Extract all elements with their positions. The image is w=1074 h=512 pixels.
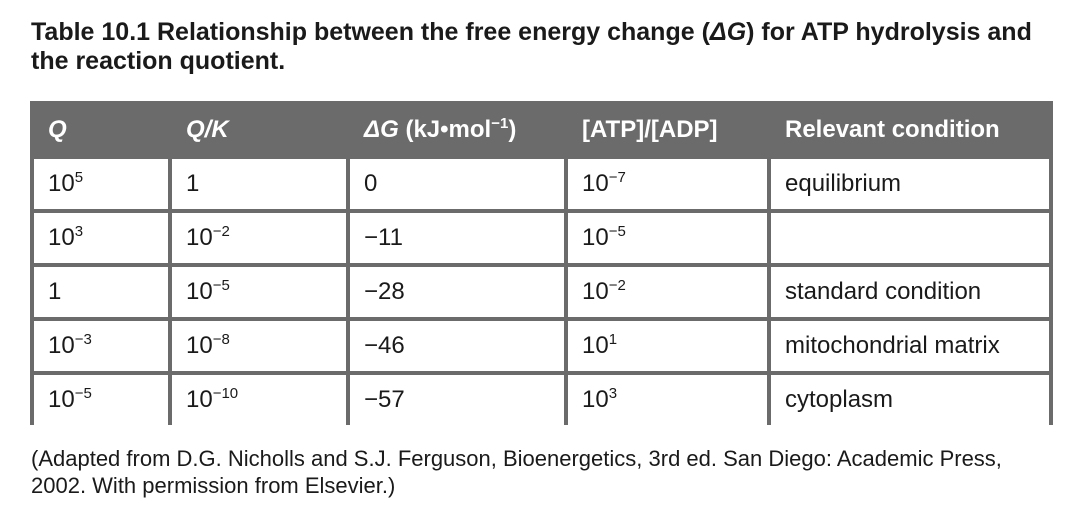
header-q-over-k-label: Q/K bbox=[186, 116, 229, 143]
cell-exponent: 3 bbox=[74, 223, 84, 240]
cell-value: 10 bbox=[582, 332, 609, 359]
data-table-frame: Q Q/K ΔG (kJ•mol−1) [ATP]/[ADP] Relevant… bbox=[30, 101, 1053, 425]
cell-value: cytoplasm bbox=[785, 386, 894, 413]
cell-exponent: −5 bbox=[212, 277, 230, 294]
cell-value: 0 bbox=[364, 170, 378, 197]
cell-exponent: −8 bbox=[212, 331, 230, 348]
cell-value: 10 bbox=[582, 386, 609, 413]
cell-q: 105 bbox=[34, 159, 168, 209]
header-relevant-condition: Relevant condition bbox=[771, 105, 1049, 155]
cell-atp-adp: 10−2 bbox=[568, 267, 767, 317]
cell-value: 10 bbox=[582, 170, 609, 197]
cell-q-over-k: 10−5 bbox=[172, 267, 346, 317]
cell-relevant-condition: equilibrium bbox=[771, 159, 1049, 209]
cell-relevant-condition: mitochondrial matrix bbox=[771, 321, 1049, 371]
header-relevant-condition-label: Relevant condition bbox=[785, 116, 1000, 143]
cell-delta-g: −11 bbox=[350, 213, 564, 263]
cell-q-over-k: 10−8 bbox=[172, 321, 346, 371]
cell-value: 1 bbox=[48, 278, 62, 305]
cell-value: −11 bbox=[364, 224, 403, 251]
header-atp-adp: [ATP]/[ADP] bbox=[568, 105, 767, 155]
cell-exponent: −10 bbox=[212, 385, 239, 402]
cell-value: 10 bbox=[48, 386, 75, 413]
cell-delta-g: −46 bbox=[350, 321, 564, 371]
cell-q-over-k: 1 bbox=[172, 159, 346, 209]
cell-q: 103 bbox=[34, 213, 168, 263]
header-delta-g-unit: (kJ•mol bbox=[398, 116, 492, 143]
cell-delta-g: 0 bbox=[350, 159, 564, 209]
cell-exponent: −5 bbox=[608, 223, 626, 240]
header-q-over-k: Q/K bbox=[172, 105, 346, 155]
data-table: Q Q/K ΔG (kJ•mol−1) [ATP]/[ADP] Relevant… bbox=[30, 101, 1053, 429]
table-row: 103 10−2 −11 10−5 bbox=[34, 213, 1049, 263]
header-row: Q Q/K ΔG (kJ•mol−1) [ATP]/[ADP] Relevant… bbox=[34, 105, 1049, 155]
cell-relevant-condition bbox=[771, 213, 1049, 263]
cell-value: 10 bbox=[186, 278, 213, 305]
header-delta-g: ΔG (kJ•mol−1) bbox=[350, 105, 564, 155]
cell-value: −28 bbox=[364, 278, 405, 305]
cell-exponent: −7 bbox=[608, 169, 626, 186]
cell-value: 10 bbox=[186, 386, 213, 413]
cell-value: 10 bbox=[48, 224, 75, 251]
caption-text-start: Table 10.1 Relationship between the free… bbox=[31, 18, 710, 46]
cell-value: mitochondrial matrix bbox=[785, 332, 1000, 359]
caption-text-end: ) for ATP hydrolysis and the reaction qu… bbox=[31, 18, 1032, 75]
cell-exponent: −3 bbox=[74, 331, 92, 348]
cell-atp-adp: 10−7 bbox=[568, 159, 767, 209]
cell-value: 10 bbox=[48, 332, 75, 359]
table-row: 105 1 0 10−7 equilibrium bbox=[34, 159, 1049, 209]
cell-q-over-k: 10−10 bbox=[172, 375, 346, 425]
cell-q: 10−3 bbox=[34, 321, 168, 371]
cell-atp-adp: 101 bbox=[568, 321, 767, 371]
cell-value: −46 bbox=[364, 332, 405, 359]
cell-exponent: −5 bbox=[74, 385, 92, 402]
table-caption: Table 10.1 Relationship between the free… bbox=[31, 18, 1051, 76]
cell-atp-adp: 103 bbox=[568, 375, 767, 425]
cell-q: 1 bbox=[34, 267, 168, 317]
cell-value: −57 bbox=[364, 386, 405, 413]
cell-value: 10 bbox=[186, 332, 213, 359]
header-delta-g-close: ) bbox=[508, 116, 517, 143]
cell-exponent: 1 bbox=[608, 331, 618, 348]
cell-atp-adp: 10−5 bbox=[568, 213, 767, 263]
source-note: (Adapted from D.G. Nicholls and S.J. Fer… bbox=[31, 446, 1002, 498]
cell-value: equilibrium bbox=[785, 170, 902, 197]
table-row: 10−5 10−10 −57 103 cytoplasm bbox=[34, 375, 1049, 425]
header-q-label: Q bbox=[48, 116, 67, 143]
cell-value: standard condition bbox=[785, 278, 982, 305]
table-row: 1 10−5 −28 10−2 standard condition bbox=[34, 267, 1049, 317]
cell-exponent: 5 bbox=[74, 169, 84, 186]
header-delta-g-symbol: ΔG bbox=[364, 116, 399, 143]
header-q: Q bbox=[34, 105, 168, 155]
cell-exponent: −2 bbox=[212, 223, 230, 240]
cell-relevant-condition: cytoplasm bbox=[771, 375, 1049, 425]
cell-value: 10 bbox=[582, 278, 609, 305]
header-delta-g-unit-exp: −1 bbox=[491, 115, 509, 132]
cell-delta-g: −57 bbox=[350, 375, 564, 425]
cell-q: 10−5 bbox=[34, 375, 168, 425]
cell-value: 10 bbox=[582, 224, 609, 251]
header-atp-adp-label: [ATP]/[ADP] bbox=[582, 116, 718, 143]
cell-q-over-k: 10−2 bbox=[172, 213, 346, 263]
caption-delta-g: ΔG bbox=[709, 18, 747, 46]
cell-delta-g: −28 bbox=[350, 267, 564, 317]
cell-exponent: −2 bbox=[608, 277, 626, 294]
cell-value: 1 bbox=[186, 170, 200, 197]
cell-exponent: 3 bbox=[608, 385, 618, 402]
cell-value: 10 bbox=[48, 170, 75, 197]
table-row: 10−3 10−8 −46 101 mitochondrial matrix bbox=[34, 321, 1049, 371]
cell-value: 10 bbox=[186, 224, 213, 251]
cell-relevant-condition: standard condition bbox=[771, 267, 1049, 317]
